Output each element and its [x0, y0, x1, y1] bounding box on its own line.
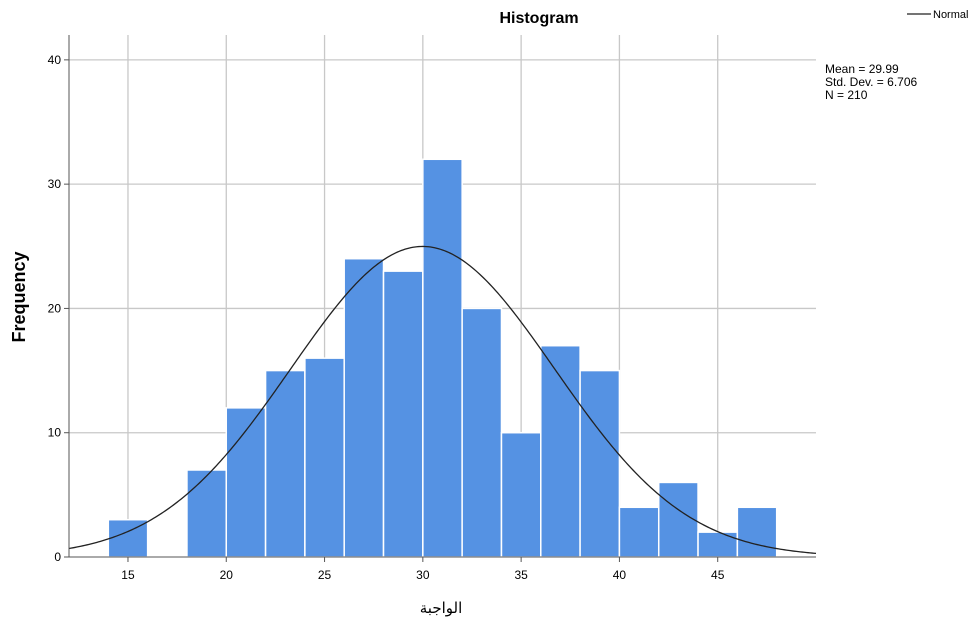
- histogram-bar: [461, 307, 503, 558]
- histogram-bar: [697, 531, 739, 558]
- x-axis-label: الواجبة: [420, 599, 463, 617]
- x-tick-label: 40: [613, 568, 627, 582]
- axes: [64, 35, 816, 562]
- histogram-bar: [186, 469, 228, 558]
- histogram-bar: [343, 257, 385, 558]
- x-tick-label: 30: [416, 568, 430, 582]
- y-tick-label: 0: [54, 550, 61, 564]
- histogram-bar: [657, 481, 699, 558]
- histogram-bar: [618, 506, 660, 558]
- x-tick-label: 25: [318, 568, 332, 582]
- stat-n: N = 210: [825, 88, 868, 102]
- histogram-bar: [736, 506, 778, 558]
- stat-mean: Mean = 29.99: [825, 62, 899, 76]
- normal-curve: [68, 245, 817, 555]
- histogram-bar: [304, 357, 345, 558]
- histogram-bar: [382, 270, 424, 558]
- tick-labels: 15 20 25 30 35 40 45 0 10 20 30 40: [48, 53, 725, 582]
- histogram-bar: [422, 158, 463, 558]
- stat-std-dev: Std. Dev. = 6.706: [825, 75, 917, 89]
- histogram-bar: [579, 369, 621, 558]
- histogram-bar: [500, 431, 542, 558]
- histogram-bars: [107, 158, 778, 558]
- histogram-bar: [264, 369, 306, 558]
- x-tick-label: 15: [121, 568, 135, 582]
- y-tick-label: 30: [48, 177, 62, 191]
- y-tick-label: 20: [48, 301, 62, 315]
- y-tick-label: 40: [48, 53, 62, 67]
- histogram-bar: [225, 407, 267, 558]
- x-tick-label: 45: [711, 568, 725, 582]
- x-tick-label: 35: [514, 568, 528, 582]
- y-axis-label: Frequency: [9, 251, 29, 342]
- legend-label: Normal: [933, 9, 968, 21]
- legend: Normal: [907, 9, 968, 21]
- y-tick-label: 10: [48, 426, 62, 440]
- chart-title: Histogram: [499, 10, 578, 27]
- stats-box: Mean = 29.99 Std. Dev. = 6.706 N = 210: [825, 62, 917, 102]
- x-tick-label: 20: [220, 568, 234, 582]
